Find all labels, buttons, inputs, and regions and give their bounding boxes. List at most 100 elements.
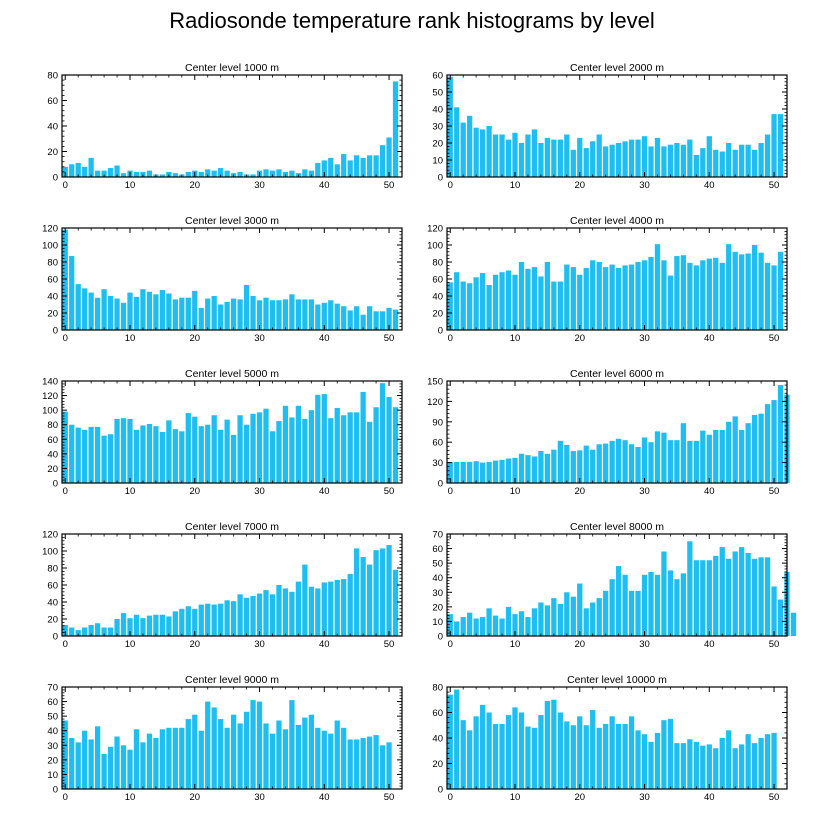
bar	[282, 171, 289, 177]
bar	[263, 723, 269, 789]
bar	[107, 746, 114, 789]
bar	[739, 744, 745, 790]
bar	[700, 430, 706, 483]
bar	[185, 413, 191, 483]
bar	[114, 165, 120, 177]
bar	[473, 277, 479, 330]
bar	[615, 143, 622, 177]
bar	[473, 716, 479, 789]
bar	[460, 122, 466, 177]
bar	[777, 114, 784, 177]
bar	[531, 608, 538, 636]
bar	[635, 262, 641, 330]
bar	[224, 419, 230, 483]
bar	[473, 461, 479, 483]
bar	[661, 146, 667, 177]
bar	[107, 296, 114, 330]
y-tick-label: 40	[432, 105, 443, 116]
bar	[479, 704, 486, 789]
bar	[321, 160, 327, 177]
bar	[467, 612, 473, 636]
bar	[564, 134, 570, 177]
panel-title: Center level 6000 m	[570, 368, 664, 380]
bar	[745, 253, 751, 330]
bar	[256, 701, 263, 789]
x-tick-label: 40	[704, 180, 715, 191]
bar	[120, 302, 127, 330]
y-tick-label: 40	[47, 292, 58, 303]
bar	[764, 557, 771, 636]
bar	[680, 573, 687, 636]
bar	[101, 170, 107, 178]
bar	[379, 548, 386, 636]
bar	[192, 608, 198, 636]
bar	[166, 616, 172, 636]
panel-8: Center level 9000 m 0 10 20 30 40 50 0 10 20 30 40 5…	[47, 674, 403, 803]
bar	[739, 144, 745, 177]
bar	[127, 749, 133, 789]
bar	[263, 169, 269, 177]
panel-7: Center level 8000 m 0 10 20 30 40 50 0 10 20 30 40 5…	[432, 521, 797, 650]
bar	[531, 727, 538, 789]
bar	[680, 255, 687, 330]
bar	[282, 299, 289, 330]
x-tick-label: 50	[384, 180, 395, 191]
bar	[69, 164, 75, 177]
bar	[127, 618, 133, 636]
bar	[308, 410, 314, 483]
bar	[687, 139, 693, 177]
bar	[570, 596, 576, 636]
x-tick-label: 40	[704, 486, 715, 497]
x-tick-label: 50	[384, 333, 395, 344]
bar	[88, 739, 94, 789]
bar	[315, 394, 321, 483]
y-tick-label: 40	[47, 598, 58, 609]
y-tick-label: 120	[42, 391, 58, 402]
bar	[674, 256, 680, 330]
bar	[680, 423, 687, 483]
bar	[518, 262, 525, 330]
bar	[276, 421, 282, 483]
y-tick-label: 50	[432, 88, 443, 99]
bar	[114, 736, 120, 789]
bar	[635, 730, 641, 789]
bar	[302, 299, 308, 330]
y-tick-label: 40	[47, 726, 58, 737]
bar	[667, 440, 674, 483]
panel-title: Center level 10000 m	[567, 674, 667, 686]
x-tick-label: 40	[319, 639, 330, 650]
bar	[570, 451, 576, 483]
y-tick-label: 60	[432, 708, 443, 719]
bar	[758, 557, 764, 636]
bar	[609, 440, 615, 483]
bar	[133, 729, 140, 789]
bar	[243, 424, 250, 483]
bar	[551, 449, 557, 483]
bar	[777, 599, 784, 636]
bar	[386, 137, 392, 177]
bar	[577, 716, 583, 789]
bar	[328, 157, 334, 178]
x-tick-label: 10	[125, 333, 136, 344]
y-tick-label: 20	[47, 755, 58, 766]
bar	[583, 445, 589, 483]
bar	[218, 603, 224, 636]
bar	[179, 297, 185, 330]
bar	[577, 137, 583, 177]
bar	[69, 627, 75, 636]
plot-frame	[446, 533, 788, 637]
bar	[713, 555, 719, 636]
x-tick-label: 40	[704, 792, 715, 803]
bar	[250, 596, 256, 636]
bar	[615, 267, 622, 330]
x-tick-label: 0	[63, 486, 68, 497]
bar	[609, 716, 615, 789]
y-tick-label: 40	[432, 573, 443, 584]
bar	[269, 300, 276, 330]
y-tick-label: 80	[47, 564, 58, 575]
bar	[719, 738, 725, 789]
bar	[347, 573, 353, 636]
y-tick-label: 70	[47, 683, 58, 694]
bar	[771, 732, 777, 789]
bar	[360, 391, 366, 483]
